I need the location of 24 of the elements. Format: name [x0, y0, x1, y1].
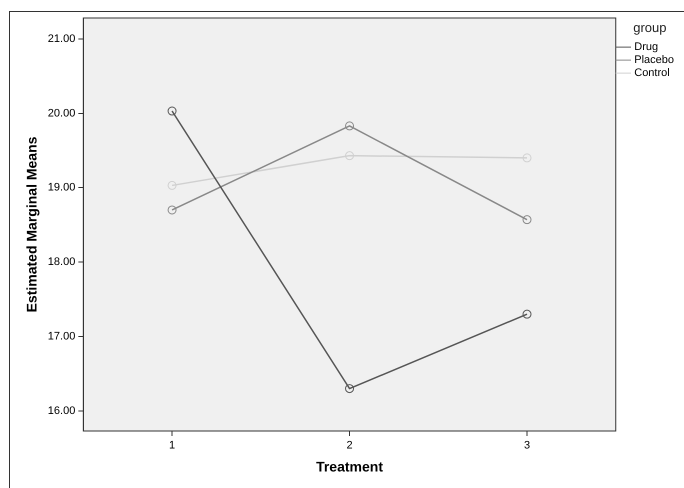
point	[522, 215, 532, 224]
point	[345, 384, 354, 394]
legend-label: Control	[634, 67, 670, 80]
point	[522, 310, 532, 319]
x-axis-title: Treatment	[316, 458, 384, 474]
y-tick-label: 20.00	[48, 107, 76, 120]
y-axis-title: Estimated Marginal Means	[23, 136, 40, 312]
point	[345, 121, 354, 130]
x-tick-label: 2	[346, 440, 353, 452]
x-tick-label: 1	[169, 440, 176, 452]
point	[168, 106, 177, 116]
y-tick-label: 18.00	[48, 256, 76, 268]
y-tick-label: 19.00	[48, 182, 76, 194]
y-tick-label: 17.00	[48, 330, 76, 343]
point	[168, 180, 177, 190]
legend-label: Placebo	[634, 54, 674, 66]
point	[522, 153, 532, 162]
legend-title: group	[633, 20, 666, 36]
y-tick-label: 16.00	[48, 404, 76, 417]
point	[168, 205, 177, 214]
legend-label: Drug	[634, 41, 658, 54]
x-tick-label: 3	[524, 440, 530, 452]
y-tick-label: 21.00	[48, 32, 76, 45]
point	[345, 151, 354, 160]
